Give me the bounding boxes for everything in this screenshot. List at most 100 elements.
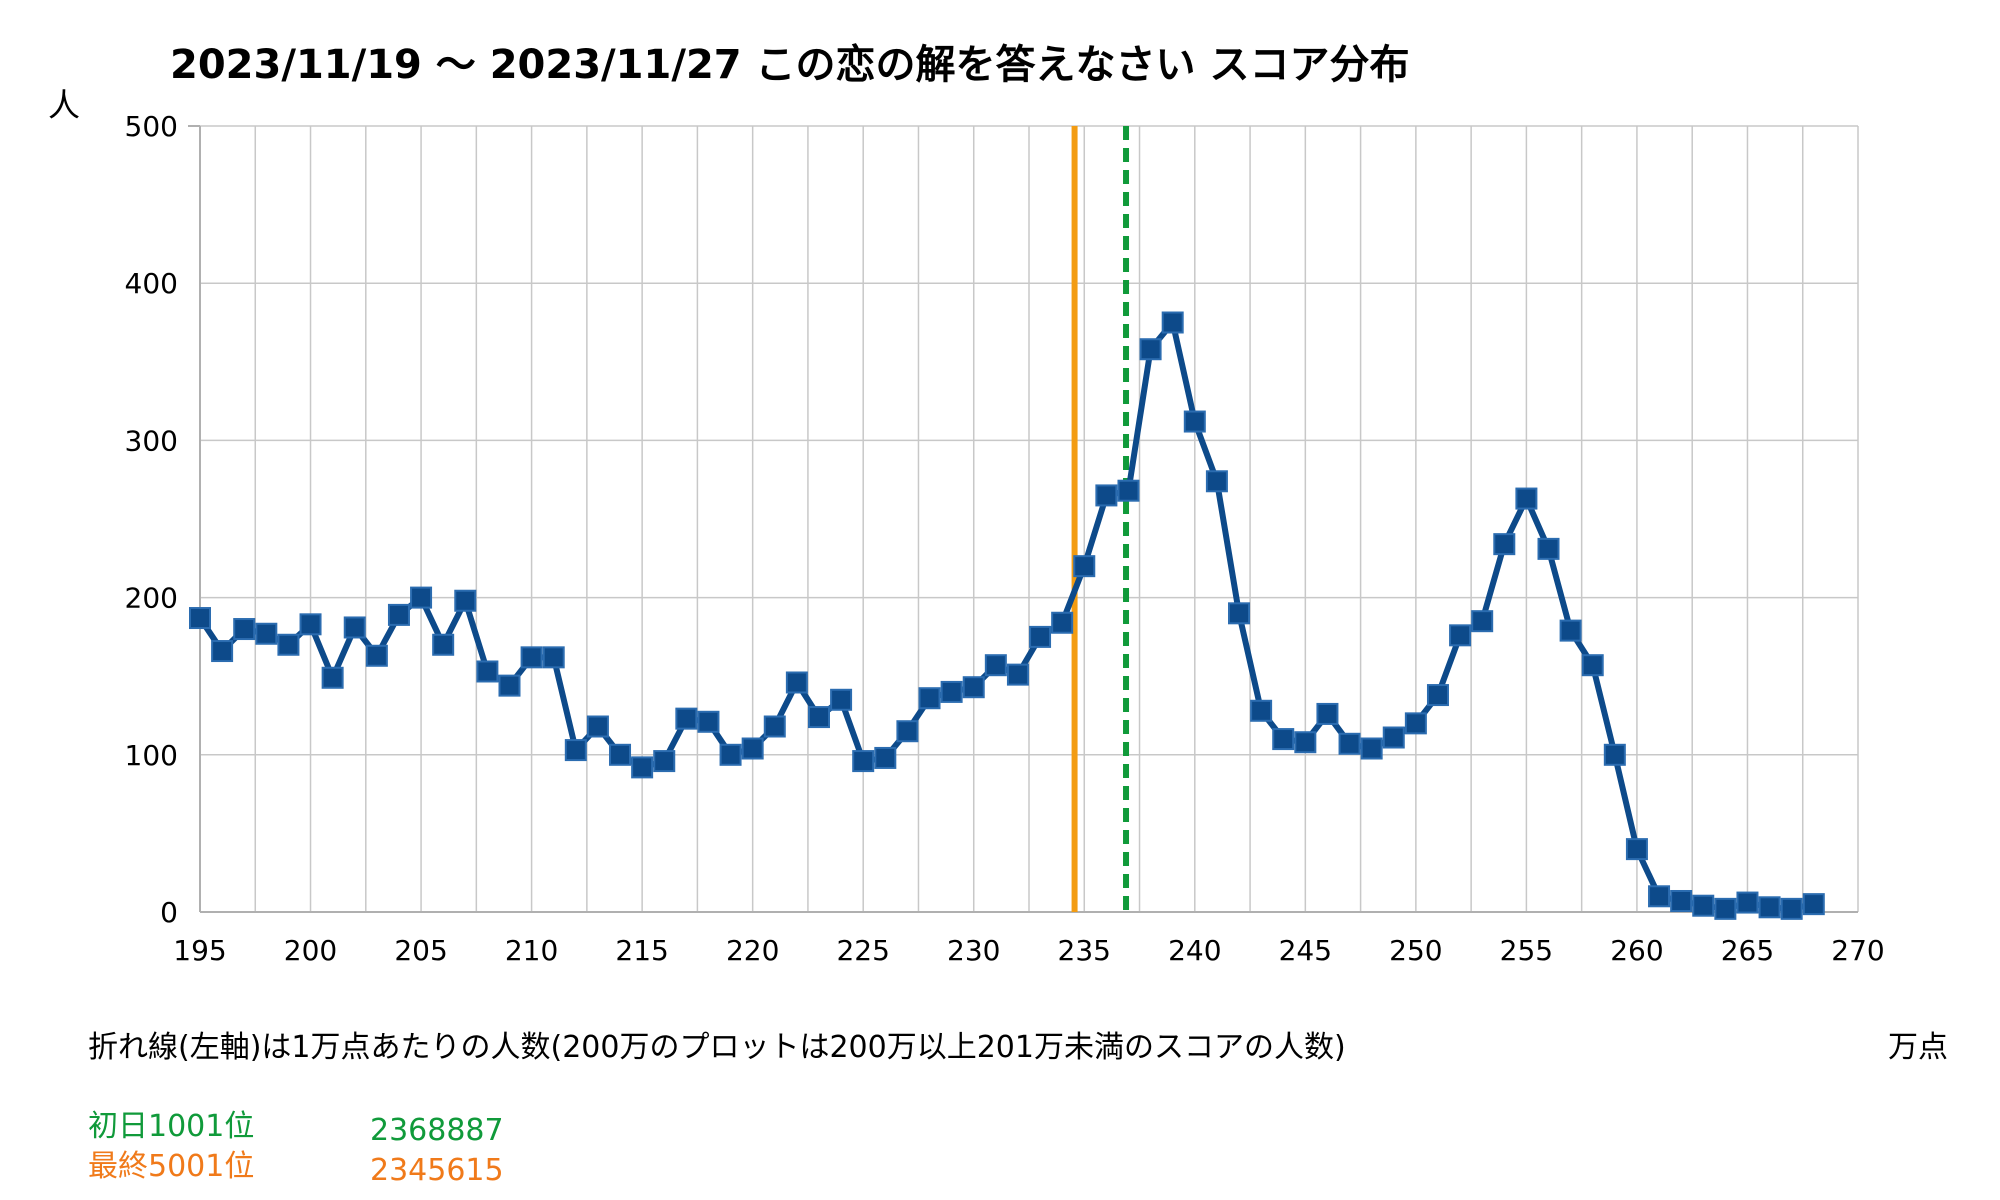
x-tick-label: 255: [1500, 934, 1553, 967]
data-point: [476, 660, 499, 683]
data-point: [1139, 338, 1162, 361]
data-point: [255, 622, 278, 645]
data-point: [874, 746, 897, 769]
data-point: [365, 644, 388, 667]
x-tick-label: 265: [1721, 934, 1774, 967]
x-tick-labels: 195 200 205 210 215 220 225 230 235 240 245 250 255 2…: [173, 934, 1884, 967]
data-point: [189, 607, 211, 630]
data-point: [1670, 889, 1693, 912]
data-point: [1581, 654, 1604, 677]
y-tick-label: 300: [125, 424, 178, 457]
data-point: [454, 589, 477, 612]
data-point: [1338, 732, 1361, 755]
first-day-value: 2368887: [370, 1113, 504, 1148]
data-point: [1780, 897, 1803, 920]
x-tick-label: 230: [947, 934, 1000, 967]
y-tick-labels: 0 100 200 300 400 500: [125, 110, 178, 929]
series-line: [197, 319, 1815, 912]
data-point: [564, 739, 587, 762]
data-point: [741, 737, 764, 760]
data-point: [1404, 712, 1427, 735]
series-layer: [189, 311, 1825, 920]
data-point: [1006, 663, 1029, 686]
data-point: [609, 743, 632, 766]
data-point: [1603, 743, 1626, 766]
data-point: [1382, 726, 1405, 749]
final-label: 最終5001位: [88, 1149, 254, 1184]
data-point: [520, 646, 543, 669]
chart-title: 2023/11/19 〜 2023/11/27 この恋の解を答えなさい スコア分…: [170, 42, 1409, 88]
x-tick-label: 210: [505, 934, 558, 967]
data-point: [1449, 624, 1472, 647]
data-point: [498, 674, 521, 697]
data-point: [387, 603, 410, 626]
data-point: [1559, 619, 1582, 642]
y-tick-label: 500: [125, 110, 178, 143]
grid: [188, 125, 1859, 913]
data-point: [830, 688, 853, 711]
x-tick-label: 195: [173, 934, 226, 967]
y-tick-label: 0: [160, 896, 178, 929]
data-point: [432, 633, 455, 656]
x-tick-label: 200: [284, 934, 337, 967]
first-day-label: 初日1001位: [88, 1109, 254, 1144]
y-tick-label: 400: [125, 267, 178, 300]
data-point: [852, 750, 875, 773]
data-point: [1205, 470, 1228, 493]
data-point: [1029, 625, 1052, 648]
data-point: [1758, 896, 1781, 919]
x-tick-label: 245: [1279, 934, 1332, 967]
data-point: [1095, 484, 1118, 507]
data-point: [940, 680, 963, 703]
data-point: [1493, 533, 1516, 556]
x-axis-unit-label: 万点: [1888, 1030, 1948, 1065]
data-point: [1294, 731, 1317, 754]
data-point: [1515, 487, 1538, 510]
data-point: [1471, 610, 1494, 633]
data-point: [1272, 728, 1295, 751]
data-point: [1250, 699, 1273, 722]
x-tick-label: 270: [1831, 934, 1884, 967]
x-tick-label: 220: [726, 934, 779, 967]
data-point: [542, 646, 565, 669]
chart-note: 折れ線(左軸)は1万点あたりの人数(200万のプロットは200万以上201万未満…: [88, 1030, 1346, 1065]
data-point: [1161, 311, 1184, 334]
data-point: [299, 613, 322, 636]
data-point: [1073, 555, 1096, 578]
data-point: [211, 640, 234, 663]
data-point: [1316, 702, 1339, 725]
y-axis-label: 人: [48, 86, 80, 124]
x-tick-label: 250: [1389, 934, 1442, 967]
data-point: [1228, 602, 1251, 625]
data-point: [1714, 897, 1737, 920]
x-tick-label: 215: [615, 934, 668, 967]
data-point: [807, 706, 830, 729]
data-point: [1537, 537, 1560, 560]
x-tick-label: 225: [836, 934, 889, 967]
data-point: [1648, 885, 1671, 908]
data-point: [675, 707, 698, 730]
data-point: [785, 671, 808, 694]
data-point: [1736, 891, 1759, 914]
data-point: [984, 654, 1007, 677]
data-point: [763, 715, 786, 738]
data-point: [410, 586, 433, 609]
data-point: [653, 750, 676, 773]
data-point: [1426, 684, 1449, 707]
data-point: [1625, 838, 1648, 861]
reference-lines: [1071, 126, 1130, 912]
data-point: [277, 633, 300, 656]
x-tick-label: 205: [394, 934, 447, 967]
data-point: [918, 687, 941, 710]
data-point: [962, 676, 985, 699]
data-point: [697, 710, 720, 733]
data-point: [1051, 611, 1074, 634]
data-point: [1117, 479, 1140, 502]
data-point: [343, 616, 366, 639]
x-tick-label: 260: [1610, 934, 1663, 967]
data-point: [586, 715, 609, 738]
data-point: [1802, 893, 1825, 916]
x-tick-label: 235: [1058, 934, 1111, 967]
final-value: 2345615: [370, 1153, 504, 1188]
